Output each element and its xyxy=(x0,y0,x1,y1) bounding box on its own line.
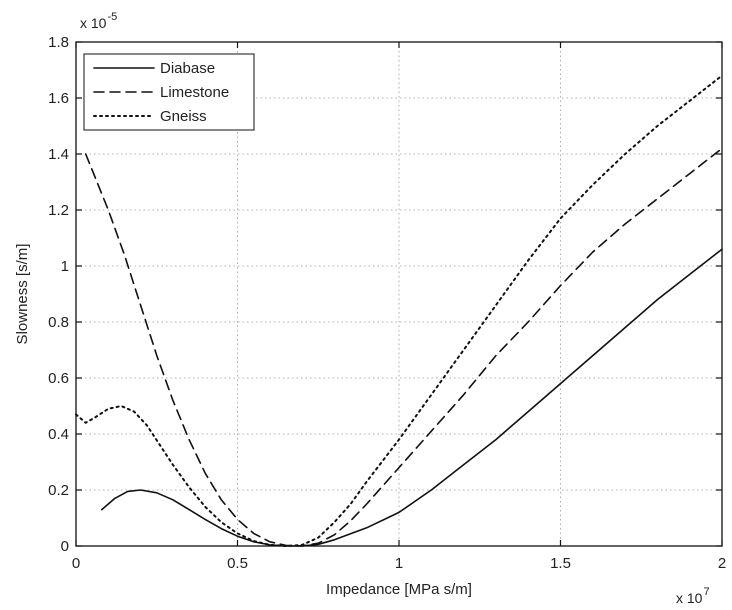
x-axis-title: Impedance [MPa s/m] xyxy=(326,581,472,598)
y-tick-label: 1.4 xyxy=(48,146,69,163)
y-tick-label: 0.2 xyxy=(48,482,69,499)
legend: Diabase Limestone Gneiss xyxy=(83,53,255,131)
x-tick-label: 2 xyxy=(718,555,726,572)
y-tick-label: 1.8 xyxy=(48,34,69,51)
grid xyxy=(76,42,722,546)
x-tick-label: 1 xyxy=(395,555,403,572)
y-axis-title: Slowness [s/m] xyxy=(14,244,31,345)
y-tick-label: 1.6 xyxy=(48,90,69,107)
x-tick-label: 0 xyxy=(72,555,80,572)
ticks: 0 0.5 1 1.5 2 0 0.2 0.4 0.6 0.8 1 1.2 1.4 1.6 1.8 xyxy=(48,34,726,572)
series-line-gneiss xyxy=(75,74,723,547)
legend-label-limestone: Limestone xyxy=(160,84,229,101)
y-tick-label: 0.8 xyxy=(48,314,69,331)
y-tick-label: 0 xyxy=(61,538,69,555)
x-multiplier-label: x 10 xyxy=(676,590,703,606)
x-tick-label: 1.5 xyxy=(550,555,571,572)
y-tick-label: 0.6 xyxy=(48,370,69,387)
y-multiplier-exponent: -5 xyxy=(107,11,117,23)
x-tick-label: 0.5 xyxy=(227,555,248,572)
y-tick-label: 0.4 xyxy=(48,426,69,443)
y-multiplier-label: x 10 xyxy=(80,15,107,31)
y-tick-label: 1.2 xyxy=(48,202,69,219)
legend-label-gneiss: Gneiss xyxy=(160,108,207,125)
series-line-limestone xyxy=(84,147,723,547)
legend-label-diabase: Diabase xyxy=(160,60,215,77)
series-group xyxy=(75,74,723,547)
x-multiplier-exponent: 7 xyxy=(703,586,709,598)
series-line-diabase xyxy=(101,248,723,547)
y-tick-label: 1 xyxy=(61,258,69,275)
